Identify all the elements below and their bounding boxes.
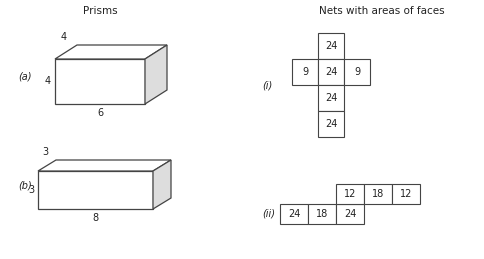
Bar [280, 204, 308, 224]
Text: 24: 24 [344, 209, 356, 219]
Bar [318, 85, 344, 111]
Bar [364, 184, 392, 204]
Text: 4: 4 [45, 76, 51, 87]
Text: 9: 9 [302, 67, 308, 77]
Bar [308, 204, 336, 224]
Text: 12: 12 [344, 189, 356, 199]
Bar [318, 33, 344, 59]
Text: 4: 4 [60, 32, 67, 42]
Polygon shape [153, 160, 171, 209]
Text: 24: 24 [325, 93, 337, 103]
Polygon shape [38, 160, 171, 171]
Text: Nets with areas of faces: Nets with areas of faces [319, 6, 445, 16]
Text: 18: 18 [316, 209, 328, 219]
Text: (b): (b) [18, 180, 32, 190]
Polygon shape [55, 59, 145, 104]
Text: 24: 24 [325, 67, 337, 77]
Bar [336, 204, 364, 224]
Text: Prisms: Prisms [83, 6, 117, 16]
Text: 24: 24 [325, 119, 337, 129]
Bar [392, 184, 420, 204]
Text: 3: 3 [42, 147, 48, 157]
Text: (a): (a) [18, 71, 31, 82]
Bar [336, 184, 364, 204]
Text: 8: 8 [92, 213, 99, 223]
Bar [318, 59, 344, 85]
Bar [292, 59, 318, 85]
Bar [344, 59, 370, 85]
Text: 6: 6 [97, 108, 103, 118]
Text: 3: 3 [28, 185, 34, 195]
Text: (i): (i) [262, 80, 272, 90]
Polygon shape [145, 45, 167, 104]
Text: 24: 24 [325, 41, 337, 51]
Bar [318, 111, 344, 137]
Text: (ii): (ii) [262, 209, 275, 219]
Text: 24: 24 [288, 209, 300, 219]
Text: 18: 18 [372, 189, 384, 199]
Text: 9: 9 [354, 67, 360, 77]
Text: 12: 12 [400, 189, 412, 199]
Polygon shape [38, 171, 153, 209]
Polygon shape [55, 45, 167, 59]
